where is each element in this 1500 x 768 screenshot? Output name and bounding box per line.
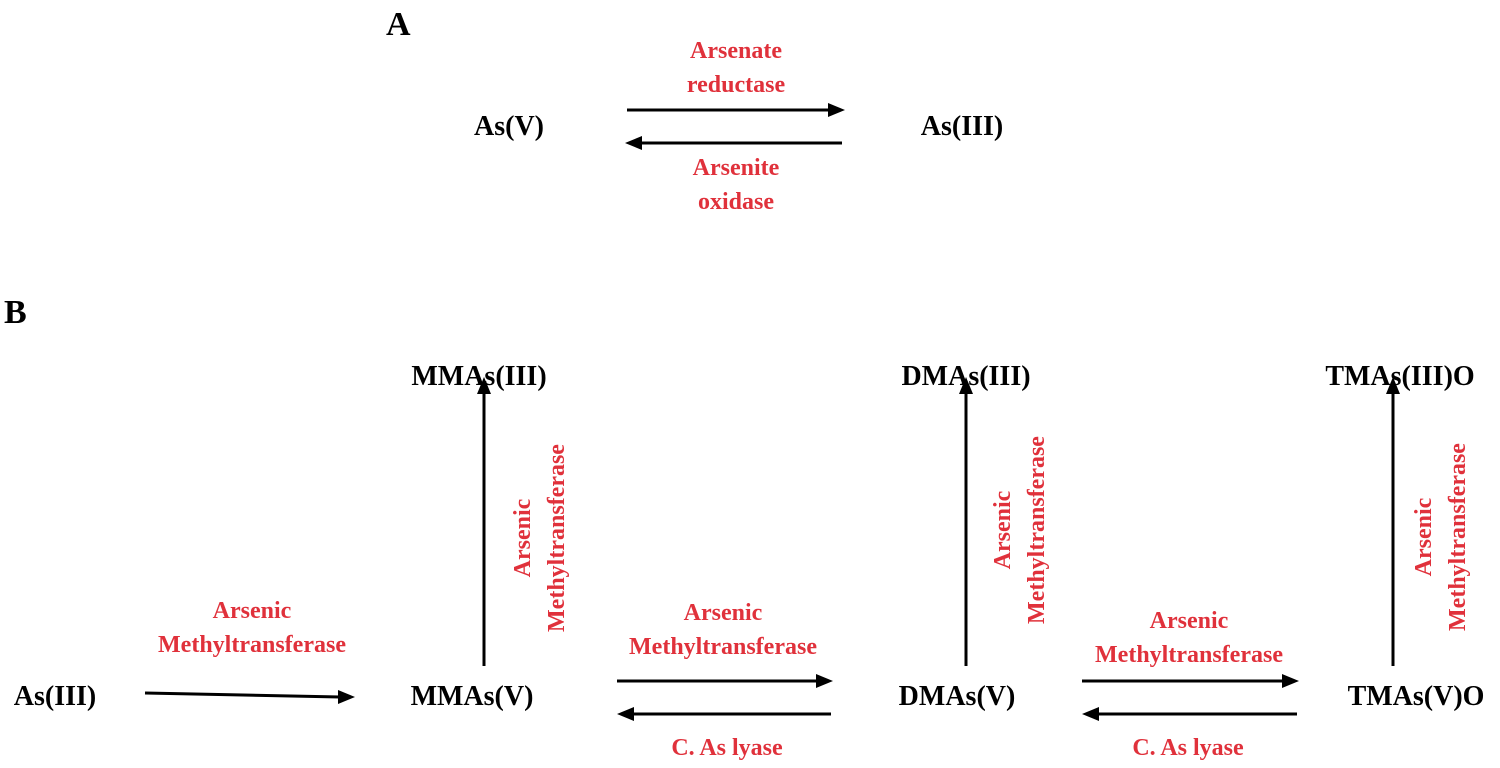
enzyme-line-1: Arsenic [212,598,292,624]
species-as3: As(III) [13,681,97,712]
enzyme-line-2: reductase [686,72,786,98]
enzyme-line-1: Arsenic [1411,497,1437,577]
species-tmas5o: TMAs(V)O [1347,681,1485,712]
enzyme-methyltransferase-mmas5-dmas5: Arsenic Methyltransferase [629,596,817,664]
enzyme-line-1: Arsenic [990,490,1016,570]
arrow-tmas5o-to-tmas3o [1386,377,1400,666]
species-dmas5: DMAs(V) [898,681,1016,712]
enzyme-arsenate-reductase: Arsenate reductase [687,34,785,102]
arrow-mmas5-to-dmas5 [617,674,833,688]
enzyme-line-1: Arsenate [690,38,782,64]
arrow-dmas5-to-mmas5 [617,707,831,721]
enzyme-line-2: Methyltransferase [629,634,817,660]
species-mmas5: MMAs(V) [410,681,534,712]
enzyme-line-2: Methyltransferase [1024,436,1050,624]
enzyme-line-2: Methyltransferase [1445,443,1471,631]
enzyme-arsenite-oxidase: Arsenite oxidase [693,151,780,219]
enzyme-methyltransferase-dmas5-dmas3: Arsenic Methyltransferase [986,436,1054,624]
enzyme-line-1: Arsenic [510,498,536,578]
arrow-as3-to-mmas5 [144,690,355,704]
enzyme-line-2: oxidase [697,189,775,215]
species-as5: As(V) [474,111,544,142]
species-tmas3o: TMAs(III)O [1325,361,1475,392]
enzyme-methyltransferase-dmas5-tmas5o: Arsenic Methyltransferase [1095,604,1283,672]
panel-a-label: A [386,6,411,43]
enzyme-methyltransferase-mmas5-mmas3: Arsenic Methyltransferase [506,444,574,632]
arrow-dmas5-to-tmas5o [1082,674,1299,688]
enzyme-line-2: Methyltransferase [158,632,346,658]
panel-b-label: B [4,294,27,331]
enzyme-line-2: Methyltransferase [1095,642,1283,668]
arrow-as5-to-as3 [627,103,845,117]
enzyme-line-1: Arsenite [692,155,780,181]
species-dmas3: DMAs(III) [901,361,1031,392]
arrow-mmas5-to-mmas3 [477,377,491,666]
enzyme-methyltransferase-tmas5o-tmas3o: Arsenic Methyltransferase [1407,443,1475,631]
enzyme-line-1: Arsenic [683,600,763,626]
arrow-dmas5-to-dmas3 [959,377,973,666]
enzyme-line-2: Methyltransferase [544,444,570,632]
enzyme-line-1: Arsenic [1149,608,1229,634]
arrow-tmas5o-to-dmas5 [1082,707,1297,721]
arrow-as3-to-as5 [625,136,842,150]
species-mmas3: MMAs(III) [411,361,547,392]
enzyme-lyase-dmas5-mmas5: C. As lyase [671,735,783,761]
species-as3-panel-a: As(III) [920,111,1004,142]
enzyme-methyltransferase-as3-mmas5: Arsenic Methyltransferase [158,594,346,662]
enzyme-lyase-tmas5o-dmas5: C. As lyase [1132,735,1244,761]
